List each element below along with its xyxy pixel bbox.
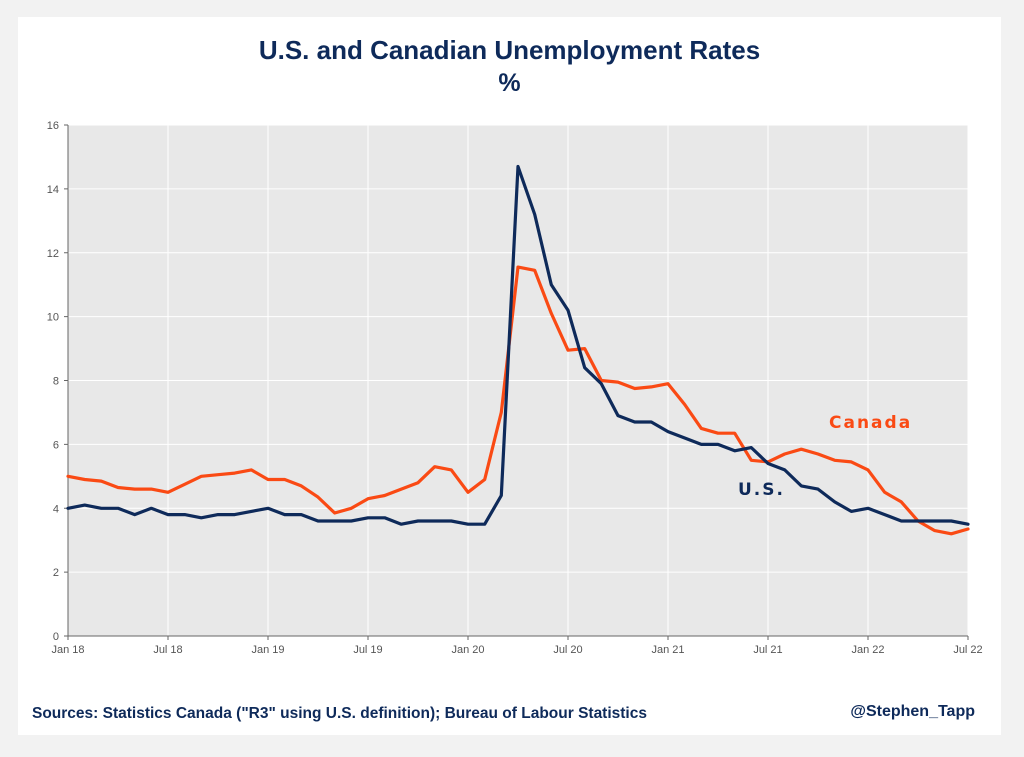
y-tick-label: 4: [53, 503, 59, 515]
sources-note: Sources: Statistics Canada ("R3" using U…: [32, 705, 647, 722]
y-axis-ticks: 0 2 4 6 8 10 12 14 16: [47, 120, 68, 643]
series-label-canada: Canada: [829, 413, 912, 433]
y-tick-label: 12: [47, 248, 59, 260]
x-tick-label: Jul 18: [153, 644, 182, 656]
x-tick-label: Jul 20: [553, 644, 582, 656]
y-tick-label: 16: [47, 120, 59, 132]
y-tick-label: 0: [53, 631, 59, 643]
x-tick-label: Jul 22: [953, 644, 982, 656]
x-tick-label: Jan 22: [851, 644, 884, 656]
x-tick-label: Jan 18: [51, 644, 84, 656]
series-label-us: U.S.: [738, 480, 785, 500]
author-handle: @Stephen_Tapp: [850, 703, 975, 720]
x-tick-label: Jul 21: [753, 644, 782, 656]
y-tick-label: 2: [53, 567, 59, 579]
x-tick-label: Jul 19: [353, 644, 382, 656]
series-line-us: [66, 164, 970, 526]
chart-title: U.S. and Canadian Unemployment Rates: [258, 35, 761, 65]
x-tick-label: Jan 21: [651, 644, 684, 656]
x-axis-ticks: Jan 18 Jul 18 Jan 19 Jul 19 Jan 20 Jul 20 Jan …: [51, 636, 983, 656]
chart-card: U.S. and Canadian Unemployment Rates % 0…: [18, 17, 1001, 735]
y-tick-label: 10: [47, 312, 59, 324]
chart-subtitle: %: [498, 69, 521, 97]
y-tick-label: 6: [53, 439, 59, 451]
series-lines: [66, 164, 970, 536]
y-tick-label: 8: [53, 376, 59, 388]
x-tick-label: Jan 20: [451, 644, 484, 656]
series-line-canada: [66, 265, 970, 536]
y-tick-label: 14: [47, 184, 59, 196]
x-tick-label: Jan 19: [251, 644, 284, 656]
